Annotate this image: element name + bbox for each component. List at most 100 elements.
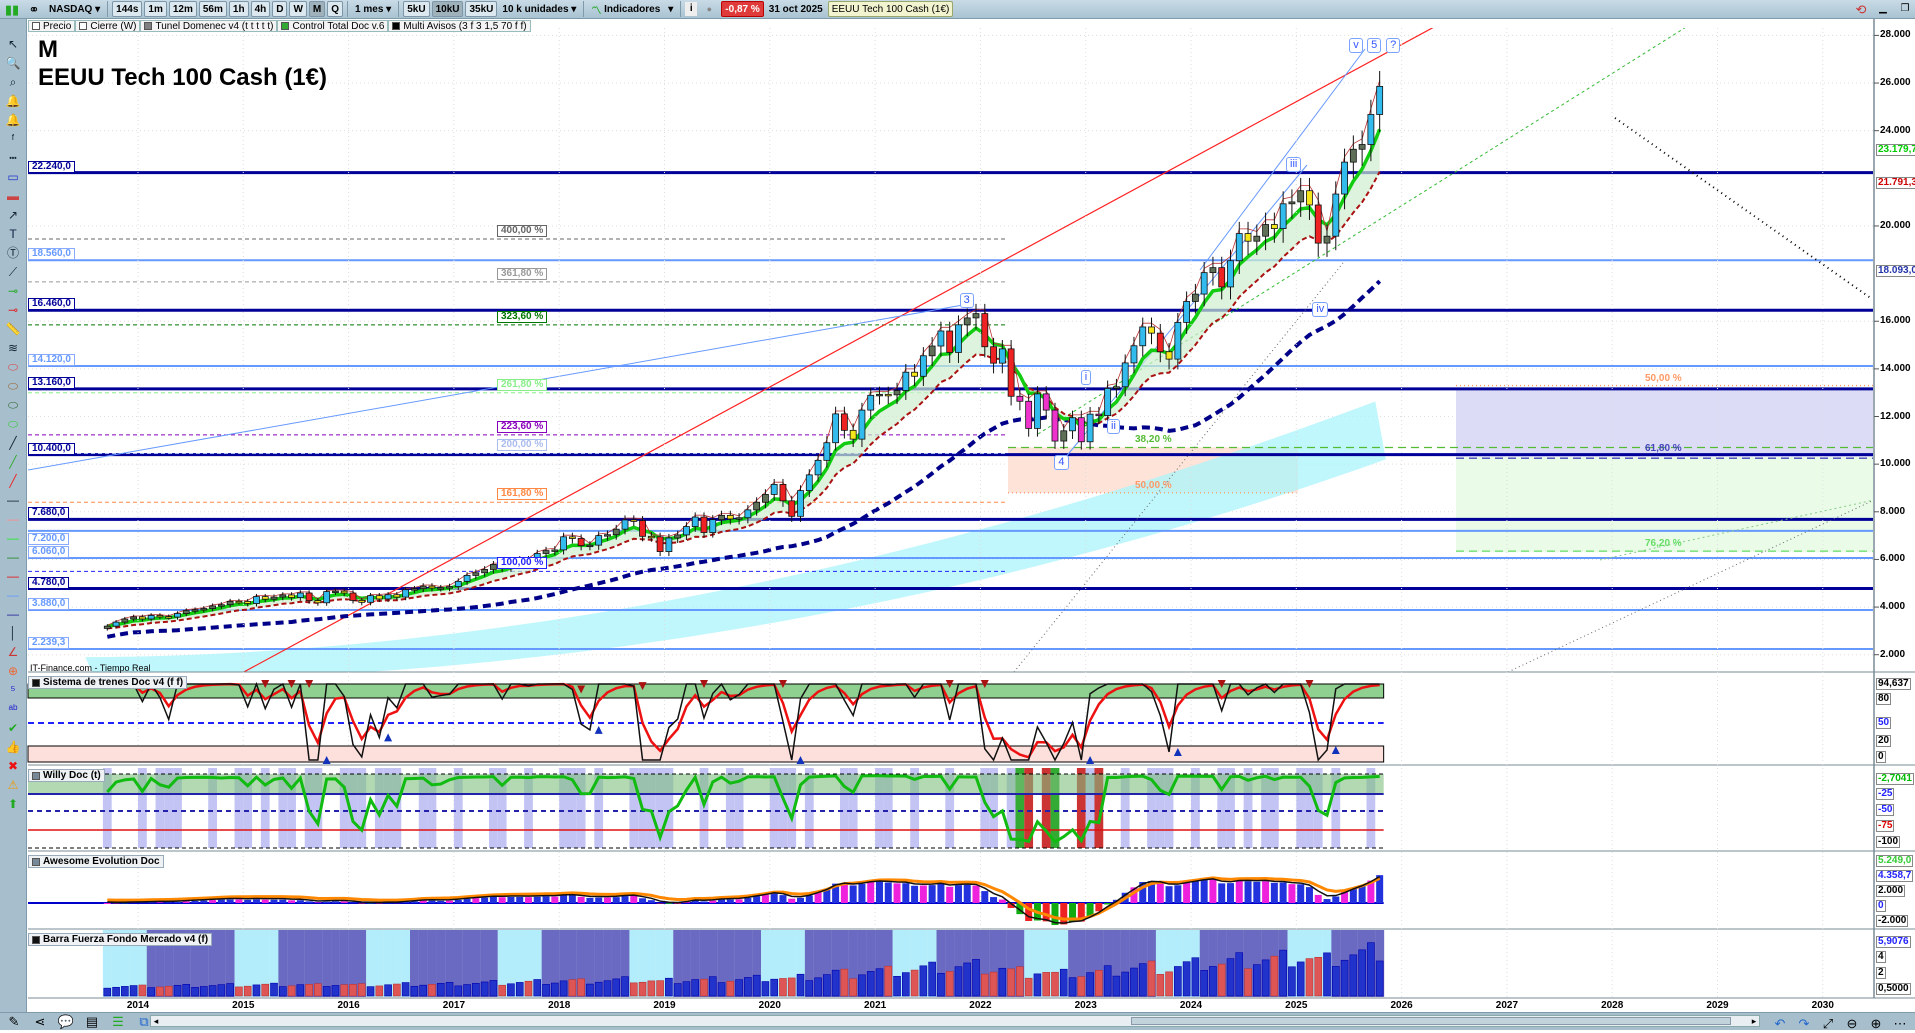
candle-body (1017, 396, 1023, 401)
panel-title[interactable]: Barra Fuerza Fondo Mercado v4 (f) (28, 933, 212, 946)
candle (324, 589, 330, 606)
level-label[interactable]: 22.240,0 (28, 161, 75, 173)
candle-body (710, 520, 716, 533)
time-axis-label: 2022 (969, 1000, 991, 1011)
elliott-wave-label[interactable]: i (1081, 370, 1091, 385)
market-force-bar (104, 988, 111, 996)
market-force-bar (744, 977, 751, 996)
candle-body (139, 617, 145, 619)
scroll-right-icon[interactable]: ▸ (1748, 1014, 1760, 1028)
candle (1113, 379, 1119, 398)
market-force-bar (446, 982, 453, 996)
awesome-bar (543, 896, 550, 903)
level-label[interactable]: 2.239,3 (28, 637, 69, 649)
share-icon[interactable]: ⋖ (30, 1012, 50, 1032)
more-icon[interactable]: ⋯ (1890, 1013, 1910, 1033)
candle-body (455, 581, 461, 586)
time-axis-label: 2019 (653, 1000, 675, 1011)
elliott-wave-label[interactable]: ? (1386, 38, 1400, 53)
fib-extension-label[interactable]: 161,80 % (497, 488, 547, 500)
elliott-wave-label[interactable]: v (1349, 38, 1363, 53)
level-label[interactable]: 18.560,0 (28, 248, 75, 260)
panel-title[interactable]: Awesome Evolution Doc (28, 855, 164, 868)
zoom-fit-icon[interactable]: ⤢ (1818, 1013, 1838, 1033)
fib-extension-label[interactable]: 361,80 % (497, 268, 547, 280)
zoom-in-icon[interactable]: ⊕ (1866, 1013, 1886, 1033)
time-axis-label: 2027 (1496, 1000, 1518, 1011)
legend-item[interactable]: Precio (28, 20, 75, 32)
level-label[interactable]: 7.680,0 (28, 507, 69, 519)
fib-extension-label[interactable]: 223,60 % (497, 421, 547, 433)
market-force-bar (455, 986, 462, 996)
draw-pencil-icon[interactable]: ✎ (4, 1012, 24, 1032)
market-force-bar (1087, 973, 1094, 996)
awesome-bar (437, 901, 444, 903)
awesome-bar (472, 898, 479, 903)
market-force-bar (534, 980, 541, 997)
elliott-wave-label[interactable]: ii (1107, 419, 1120, 434)
level-label[interactable]: 10.400,0 (28, 443, 75, 455)
fib-extension-label[interactable]: 323,60 % (497, 311, 547, 323)
candle-body (113, 622, 119, 626)
level-label[interactable]: 7.200,0 (28, 533, 69, 545)
market-force-bar (1271, 956, 1278, 996)
fib-extension-label[interactable]: 400,00 % (497, 225, 547, 237)
layout-icon[interactable]: ☰ (108, 1012, 128, 1032)
legend-label: Multi Avisos (3 f 3 1,5 70 f f) (403, 21, 526, 32)
market-force-bar (1174, 966, 1181, 996)
zoom-out-icon[interactable]: ⊖ (1842, 1013, 1862, 1033)
awesome-bar (981, 891, 988, 903)
market-force-bar (639, 982, 646, 996)
candle-body (253, 597, 259, 604)
chat-icon[interactable]: 💬 (56, 1012, 76, 1032)
candle-body (1192, 294, 1198, 301)
candle (569, 533, 575, 544)
awesome-bar (622, 896, 629, 903)
scroll-left-icon[interactable]: ◂ (150, 1014, 162, 1028)
candle-body (218, 605, 224, 607)
time-axis-label: 2014 (127, 1000, 149, 1011)
scrollbar-thumb[interactable] (1131, 1017, 1731, 1025)
elliott-wave-label[interactable]: iii (1286, 157, 1301, 172)
legend-item[interactable]: Tunel Domenec v4 (t t t t t) (140, 20, 277, 32)
report-icon[interactable]: ▤ (82, 1012, 102, 1032)
awesome-bar (1315, 895, 1322, 903)
price-axis-tick: 6.000 (1880, 553, 1905, 564)
undo-icon[interactable]: ↶ (1770, 1013, 1790, 1033)
candle-body (991, 347, 997, 363)
legend-item[interactable]: Cierre (W) (75, 20, 140, 32)
market-force-bar (946, 971, 953, 996)
level-label[interactable]: 14.120,0 (28, 354, 75, 366)
overbought-band (28, 684, 1384, 698)
time-scrollbar[interactable] (150, 1015, 1760, 1027)
fib-extension-label[interactable]: 261,80 % (497, 379, 547, 391)
candle-body (1157, 333, 1163, 352)
panel-title[interactable]: Sistema de trenes Doc v4 (f f) (28, 676, 187, 689)
awesome-bar (779, 895, 786, 903)
awesome-bar (902, 883, 909, 903)
panel-title[interactable]: Willy Doc (t) (28, 769, 105, 782)
level-label[interactable]: 16.460,0 (28, 298, 75, 310)
fib-extension-label[interactable]: 100,00 % (497, 557, 547, 569)
legend-item[interactable]: Multi Avisos (3 f 3 1,5 70 f f) (388, 20, 530, 32)
redo-icon[interactable]: ↷ (1794, 1013, 1814, 1033)
candle-body (955, 325, 961, 353)
market-force-bar (727, 981, 734, 996)
level-label[interactable]: 6.060,0 (28, 546, 69, 558)
elliott-wave-label[interactable]: 5 (1367, 38, 1381, 53)
legend-item[interactable]: Control Total Doc v.6 (277, 20, 388, 32)
level-label[interactable]: 4.780,0 (28, 577, 69, 589)
candle-body (657, 537, 663, 552)
elliott-wave-label[interactable]: 3 (960, 293, 974, 308)
level-label[interactable]: 13.160,0 (28, 377, 75, 389)
market-force-bar (1051, 972, 1058, 996)
fib-extension-label[interactable]: 200,00 % (497, 439, 547, 451)
elliott-wave-label[interactable]: 4 (1054, 455, 1068, 470)
awesome-bar (613, 897, 620, 903)
level-label[interactable]: 3.880,0 (28, 598, 69, 610)
elliott-wave-label[interactable]: iv (1312, 302, 1328, 317)
candle-body (210, 606, 216, 609)
time-axis-label: 2026 (1390, 1000, 1412, 1011)
